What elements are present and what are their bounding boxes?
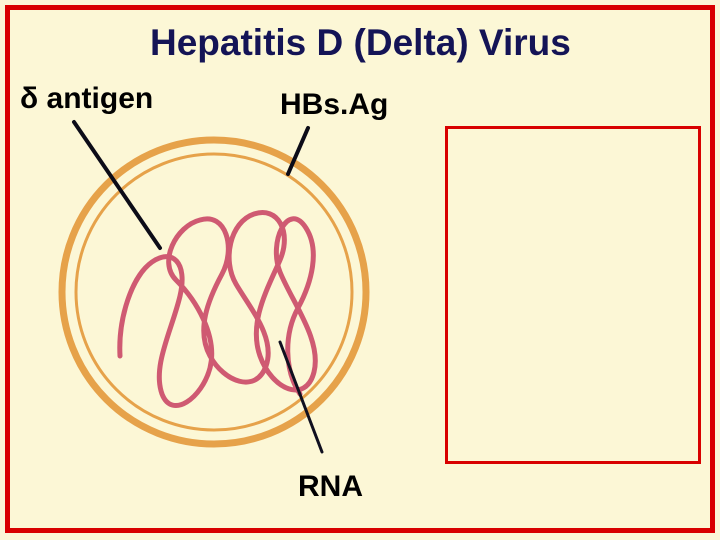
label-hbsag: HBs.Ag xyxy=(280,88,388,122)
label-delta-antigen: δ antigen xyxy=(20,82,153,116)
pointer-delta-antigen xyxy=(74,122,160,248)
rna-squiggle xyxy=(120,213,316,406)
label-rna: RNA xyxy=(298,470,363,504)
diagram-title: Hepatitis D (Delta) Virus xyxy=(150,22,571,64)
diagram-canvas: Hepatitis D (Delta) Virus δ antigen HBs.… xyxy=(0,0,720,540)
side-content-box xyxy=(445,126,701,464)
